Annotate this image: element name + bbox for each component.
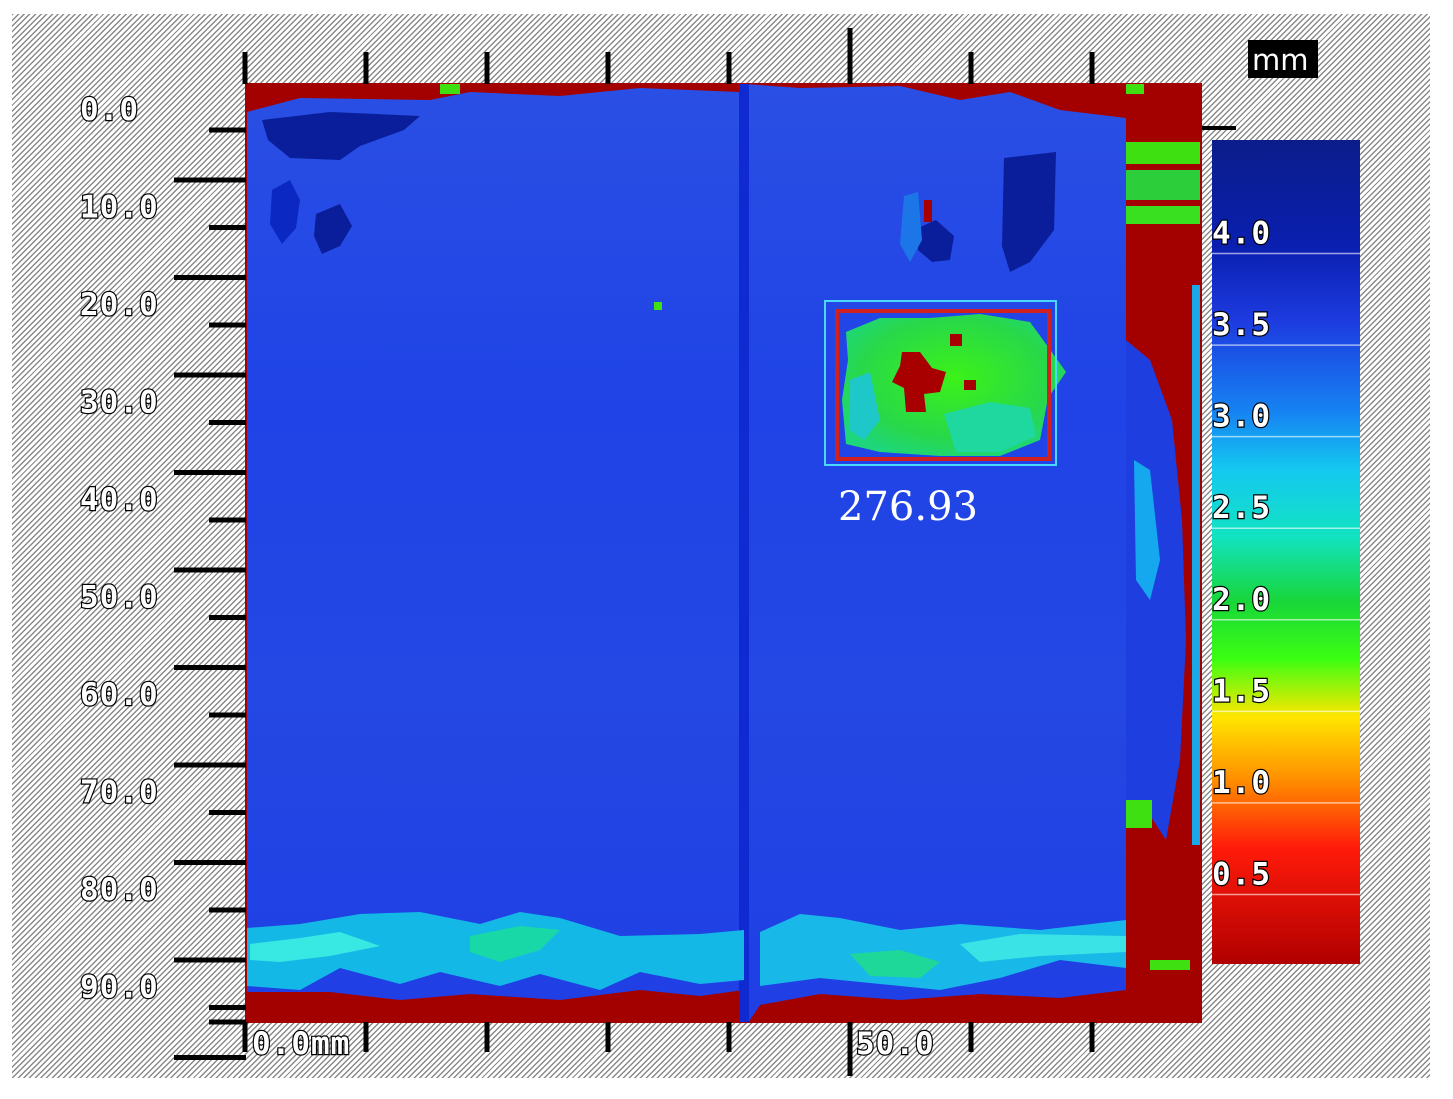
dark-patch <box>314 204 352 254</box>
colorbar-tick-label: 3.5 <box>1212 307 1271 343</box>
defect-core <box>950 334 962 346</box>
colorbar-tick-label: 2.5 <box>1212 490 1271 526</box>
colorbar <box>1212 140 1360 964</box>
bottom-band <box>760 914 1126 990</box>
right-edge-green <box>1126 206 1200 224</box>
bottom-band-light <box>960 934 1126 962</box>
bottom-band-light <box>850 950 940 978</box>
right-edge-cyan <box>1134 460 1160 600</box>
colorbar-tick-label: 3.0 <box>1212 399 1271 435</box>
colorbar-tick-label: 1.5 <box>1212 673 1271 709</box>
y-tick-label: 0.0 <box>80 92 139 128</box>
dark-patch <box>262 112 420 160</box>
y-tick-label: 10.0 <box>80 190 159 226</box>
green-speck <box>440 84 460 94</box>
defect-region-cyan <box>850 372 880 440</box>
dark-patch <box>918 220 954 262</box>
bottom-band-light <box>470 926 560 962</box>
y-tick-label: 40.0 <box>80 482 159 518</box>
right-edge-green <box>1150 960 1190 970</box>
defect-core <box>924 200 932 222</box>
unit-label: mm <box>1252 43 1309 77</box>
defect-core <box>964 380 976 390</box>
right-edge-green <box>1192 285 1200 845</box>
y-tick-label: 90.0 <box>80 970 159 1006</box>
y-tick-label: 50.0 <box>80 580 159 616</box>
dark-patch <box>1002 152 1056 272</box>
bottom-band-light <box>250 932 380 962</box>
green-speck <box>654 302 662 310</box>
x-tick-label: 50.0 <box>856 1026 935 1062</box>
defect-core <box>892 352 946 412</box>
dark-patch <box>270 180 300 244</box>
right-edge-green <box>1126 800 1152 828</box>
center-seam <box>739 84 749 1022</box>
colorbar-tick-label: 0.5 <box>1212 856 1271 892</box>
y-axis: 0.0 10.0 20.0 30.0 40.0 50.0 60.0 70.0 80.0 90.0 <box>79 91 246 1060</box>
selection-box-outer <box>824 300 1057 466</box>
y-tick-label: 30.0 <box>80 385 159 421</box>
x-axis: 0.0mm 50.0 <box>242 28 1236 1076</box>
y-tick-label: 70.0 <box>80 775 159 811</box>
defect-annotation: 276.93 <box>838 484 978 530</box>
y-tick-label: 20.0 <box>80 287 159 323</box>
right-edge-green <box>1126 170 1200 200</box>
colorbar-tick-label: 4.0 <box>1212 216 1271 252</box>
defect-region-cyan <box>944 402 1036 452</box>
right-edge-green <box>1126 142 1200 164</box>
light-patch <box>900 192 922 262</box>
x-tick-label: 0.0mm <box>252 1026 350 1062</box>
right-edge-green <box>1126 84 1144 94</box>
colorbar-ticks: 4.0 3.5 3.0 2.5 2.0 1.5 1.0 0.5 <box>1211 214 1360 896</box>
unit-label-box <box>1248 40 1318 78</box>
colorbar-tick-label: 2.0 <box>1212 582 1271 618</box>
y-tick-label: 60.0 <box>80 677 159 713</box>
y-tick-label: 80.0 <box>80 872 159 908</box>
selection-box-inner <box>835 309 1051 461</box>
colorbar-tick-label: 1.0 <box>1212 765 1271 801</box>
scan-body <box>247 84 1126 1023</box>
